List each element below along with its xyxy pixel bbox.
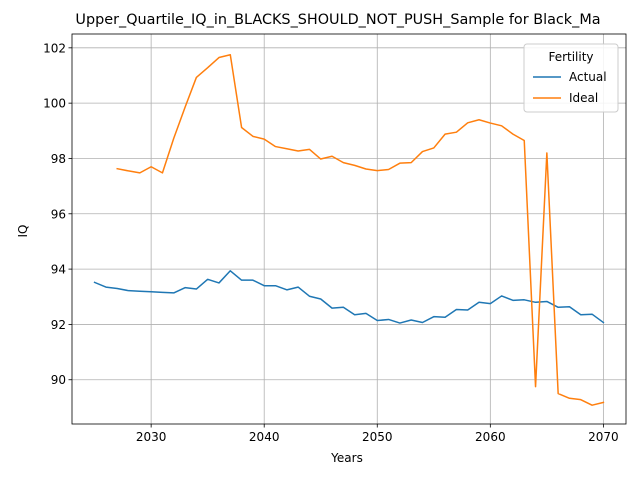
- y-tick-label: 102: [43, 41, 66, 55]
- legend-title: Fertility: [548, 50, 593, 64]
- y-tick-label: 100: [43, 97, 66, 111]
- y-axis-ticks: 90 92 94 96 98 100 102: [43, 41, 72, 387]
- grid-lines: [72, 34, 626, 424]
- legend-label-ideal: Ideal: [569, 91, 598, 105]
- legend-label-actual: Actual: [569, 70, 607, 84]
- plot-frame: [71, 33, 627, 425]
- y-tick-label: 90: [51, 373, 66, 387]
- legend: Fertility Actual Ideal: [523, 43, 619, 113]
- x-tick-label: 2040: [249, 430, 280, 444]
- x-tick-label: 2070: [588, 430, 619, 444]
- series-line-ideal: [116, 53, 605, 406]
- series-line-actual: [93, 270, 605, 324]
- x-tick-label: 2050: [362, 430, 393, 444]
- x-axis-ticks: 2030 2040 2050 2060 2070: [136, 424, 619, 444]
- x-axis-label: Years: [330, 451, 363, 465]
- y-tick-label: 98: [51, 152, 66, 166]
- series-lines: [93, 53, 605, 406]
- x-tick-label: 2060: [475, 430, 506, 444]
- x-tick-label: 2030: [136, 430, 167, 444]
- y-tick-label: 92: [51, 318, 66, 332]
- y-tick-label: 94: [51, 263, 66, 277]
- legend-box: [523, 43, 619, 113]
- chart-title: Upper_Quartile_IQ_in_BLACKS_SHOULD_NOT_P…: [75, 12, 600, 28]
- y-tick-label: 96: [51, 207, 66, 221]
- y-axis-label: IQ: [16, 225, 30, 238]
